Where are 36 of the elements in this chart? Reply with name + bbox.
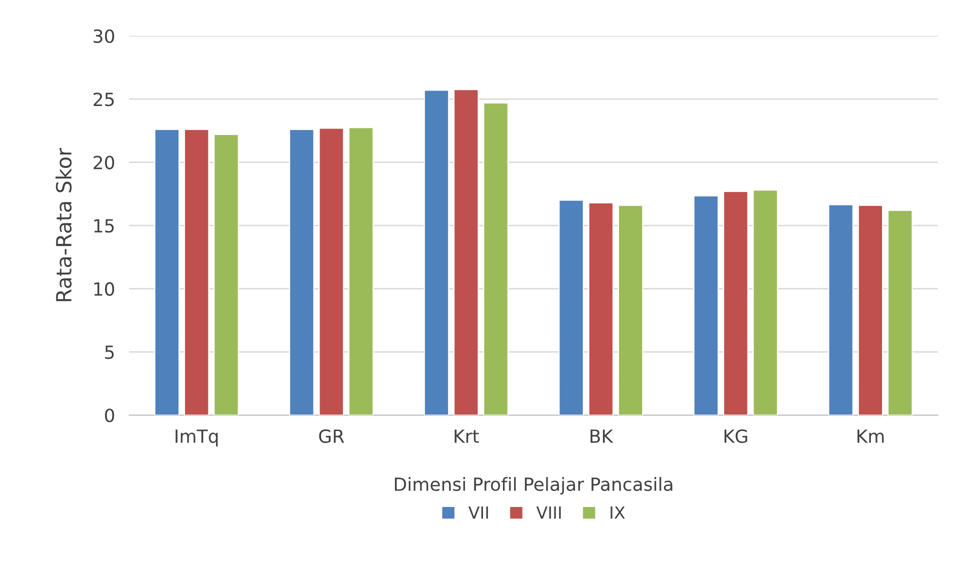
x-tick-label: BK [590,430,614,443]
bar [588,202,614,416]
bar [453,89,479,416]
y-tick-label: 10 [94,282,114,296]
legend-label: VIII [536,506,561,519]
bar [618,204,644,416]
bar [154,128,180,416]
bar [887,210,913,416]
bar [184,128,210,416]
x-axis-title: Dimensi Profil Pelajar Pancasila [394,477,672,495]
bar [424,90,450,416]
bar [693,195,719,416]
bar [289,128,314,416]
x-tick-label: Km [858,430,884,443]
bar [858,204,884,416]
y-tick-label: 20 [94,156,114,170]
x-tick-label: GR [319,429,344,444]
legend-label: VII [468,506,488,519]
y-tick-label: 0 [105,408,114,422]
bar [348,126,374,416]
y-tick-label: 15 [94,219,114,233]
bar [214,134,239,416]
bar [558,200,584,416]
bar [828,204,854,416]
legend-label: IX [610,506,625,519]
y-axis-title: Rata-Rata Skor [56,148,72,302]
y-tick-label: 25 [94,92,114,106]
x-tick-label: KG [724,429,748,444]
x-tick-label: Krt [454,430,479,443]
bar [723,190,748,416]
y-tick-label: 30 [94,29,114,44]
bar [483,102,508,416]
x-tick-label: ImTq [176,430,218,447]
y-tick-label: 5 [105,346,114,360]
bar [752,190,778,416]
bar [318,128,344,416]
